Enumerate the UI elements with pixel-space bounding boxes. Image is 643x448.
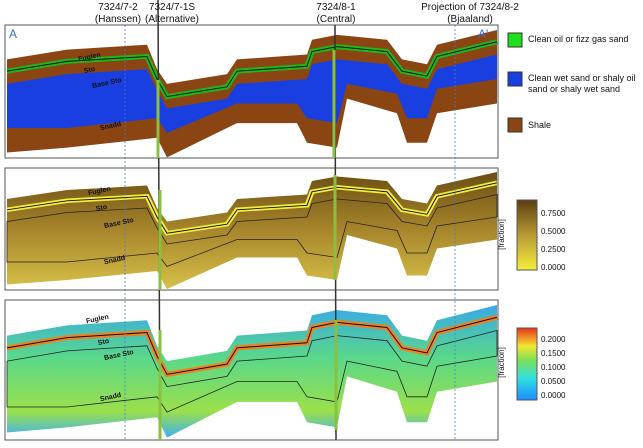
colorbar-tick: 0.5000 — [541, 227, 566, 236]
section-end: A' — [478, 27, 489, 41]
colorbar-label: [fraction] — [496, 347, 506, 378]
well-logs — [156, 50, 338, 440]
well-name: 7324/7-2 — [98, 2, 138, 13]
colorbar-tick: 0.0000 — [541, 263, 566, 272]
colorbar-tick: 0.0000 — [541, 391, 566, 400]
well-name: 7324/8-1 — [316, 2, 356, 13]
well-name: Projection of 7324/8-2 — [421, 2, 519, 13]
colorbar-tick: 0.1000 — [541, 363, 566, 372]
legend-swatch — [507, 32, 523, 48]
legend-swatch — [507, 71, 523, 87]
projection-lines — [124, 25, 456, 440]
colorbar-tick: 0.2000 — [541, 335, 566, 344]
well-sub: (Central) — [316, 14, 356, 25]
section-start: A — [9, 27, 18, 41]
colorbar-tick: 0.2500 — [541, 245, 566, 254]
legend-label: Shale — [528, 120, 552, 130]
well-name: 7324/7-1S — [148, 2, 196, 13]
colorbar — [516, 327, 538, 401]
colorbar-tick: 0.1500 — [541, 349, 566, 358]
colorbar-tick: 0.7500 — [541, 209, 566, 218]
legend-swatch — [507, 117, 523, 133]
well-sub: (Hanssen) — [94, 14, 142, 25]
legend-label: Clean wet sand or shaly oil sand or shal… — [528, 73, 636, 94]
colorbar-label: [fraction] — [496, 219, 506, 250]
colorbar-tick: 0.0500 — [541, 377, 566, 386]
legend-label: Clean oil or fizz gas sand — [528, 34, 629, 44]
colorbar — [516, 199, 538, 271]
well-sub: (Alternative) — [145, 14, 199, 25]
well-sub: (Bjaaland) — [447, 14, 493, 25]
